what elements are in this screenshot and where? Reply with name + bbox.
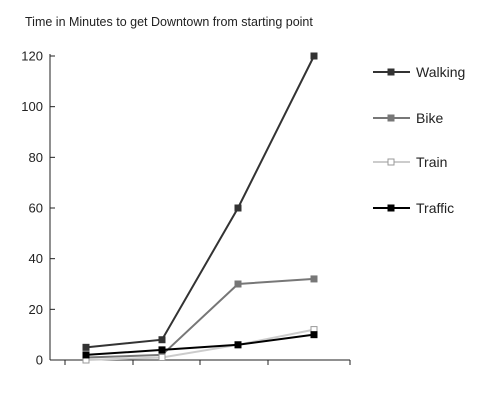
traffic-legend-marker [387,204,395,212]
walking-point [310,52,318,60]
traffic-series-line [85,333,315,356]
series-lines [85,55,315,361]
bike-legend-marker [387,114,395,122]
legend: Walking Bike Train Traffic [373,64,465,216]
traffic-point [158,346,166,354]
series-markers [82,52,318,364]
walking-point [158,336,166,344]
y-tick-label: 100 [21,99,43,114]
y-tick-label: 20 [29,302,43,317]
train-legend-marker [387,158,395,166]
traffic-point [310,331,318,339]
walking-point [234,204,242,212]
train-legend-label: Train [416,154,447,170]
bike-series-line [85,277,315,359]
y-tick-label: 120 [21,49,43,64]
bike-legend-label: Bike [416,110,443,126]
bike-point [234,280,242,288]
traffic-point [234,341,242,349]
chart-title: Time in Minutes to get Downtown from sta… [25,15,313,29]
y-tick-label: 40 [29,251,43,266]
walking-point [82,343,90,351]
train-point [158,353,166,361]
walking-series-line [85,55,315,349]
y-tick-label: 60 [29,201,43,216]
traffic-legend-label: Traffic [416,200,454,216]
traffic-point [82,351,90,359]
y-tick-label: 0 [36,353,43,368]
y-tick-label: 80 [29,150,43,165]
axes: 0 20 40 60 80 100 120 [21,49,351,368]
bike-point [310,275,318,283]
walking-legend-marker [387,68,395,76]
train-series-line [85,328,315,361]
walking-legend-label: Walking [416,64,465,80]
